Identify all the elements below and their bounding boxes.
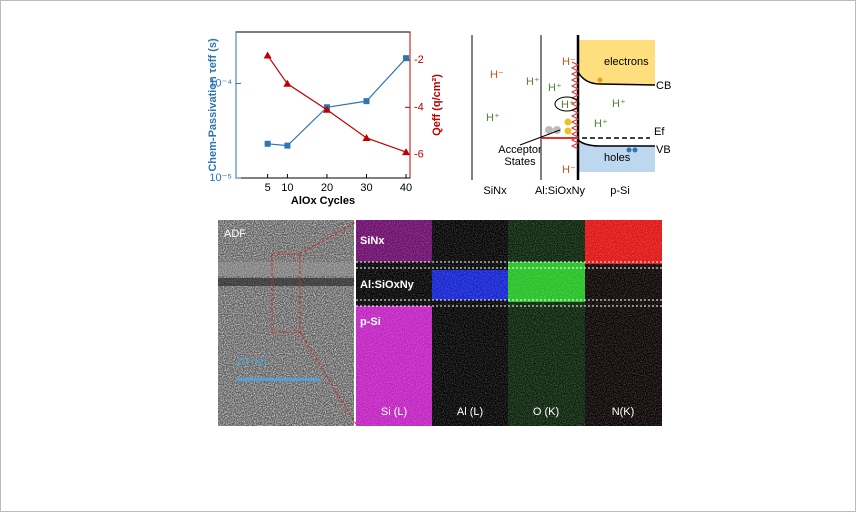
y2-tick-label: -6 [414, 148, 424, 160]
ion: H⁺ [548, 82, 562, 94]
map-noise [356, 220, 662, 426]
x-tick-label: 5 [265, 182, 271, 194]
chart: 5 10 20 30 40 10⁻⁵ 10⁻⁴ -2 -4 -6 AlOx Cycles Chem-P… [207, 31, 443, 207]
x-tick-label: 40 [400, 182, 412, 194]
region-label: Al:SiOxNy [535, 185, 586, 197]
marker [283, 79, 292, 87]
marker [322, 105, 331, 113]
x-tick-label: 10 [281, 182, 293, 194]
pointer [519, 129, 561, 146]
roi-link [299, 221, 357, 255]
label: VB [656, 144, 671, 156]
y-tick-label: 10⁻⁴ [209, 77, 232, 89]
marker [402, 148, 411, 156]
label: CB [656, 80, 671, 92]
marker [284, 142, 291, 149]
layer-lines [356, 261, 662, 307]
band-diagram: H⁻ H⁺ H⁺ H⁺ H⁻ H⁺ H⁺ H⁺ H⁻ electrons CB … [471, 35, 671, 197]
channel-label: Si (L) [381, 406, 407, 418]
channel-label: N(K) [612, 406, 635, 418]
electron [564, 127, 572, 135]
ion: H⁺ [561, 99, 575, 111]
adf-layer [218, 262, 354, 276]
layer-label: Al:SiOxNy [360, 279, 415, 291]
highlight [554, 96, 580, 112]
marker [263, 51, 272, 59]
adf-noise [218, 220, 354, 426]
y2-tick-label: -2 [414, 54, 424, 66]
y-tick-label: 10⁻⁵ [209, 172, 232, 184]
adf-label: ADF [224, 228, 246, 240]
label: holes [604, 152, 631, 164]
state [545, 126, 553, 134]
ion: H⁺ [612, 98, 626, 110]
vb-edge [577, 139, 655, 147]
electron [597, 77, 603, 83]
scale-bar [236, 378, 320, 381]
charge [570, 61, 580, 150]
label: Ef [654, 126, 665, 138]
y-axis-label: Chem-Passivation τeff (s) [207, 38, 219, 172]
hole [632, 147, 638, 153]
ion: H⁺ [594, 118, 608, 130]
scale-label: 20 nm [236, 356, 267, 368]
label: electrons [604, 56, 649, 68]
electron [564, 118, 572, 126]
marker [403, 55, 410, 62]
layer-label: p-Si [360, 316, 381, 328]
ion: H⁺ [486, 112, 500, 124]
cb-fill [578, 40, 655, 85]
y2-tick-label: -4 [414, 101, 424, 113]
roi-link [299, 331, 357, 425]
x-axis-label: AlOx Cycles [291, 195, 355, 207]
region-label: SiNx [483, 185, 507, 197]
roi [271, 253, 301, 333]
ion: H⁻ [490, 69, 504, 81]
layer-label: SiNx [360, 235, 385, 247]
x-tick-label: 30 [360, 182, 372, 194]
label: States [504, 156, 536, 168]
cb-edge [577, 71, 656, 86]
eds-panel: ADF 20 nm SiNx Al:SiOxNy p-Si Si (L) Al … [218, 220, 662, 426]
channel-label: Al (L) [457, 406, 483, 418]
marker [264, 140, 271, 147]
region-label: p-Si [610, 185, 630, 197]
adf-layer [218, 278, 354, 286]
y2-axis-label: Qeff (q/cm²) [431, 74, 443, 136]
marker [362, 133, 371, 141]
label: Acceptor [498, 144, 542, 156]
ion: H⁺ [526, 76, 540, 88]
ion: H⁻ [562, 164, 576, 176]
ion: H⁻ [562, 56, 576, 68]
marker [363, 98, 370, 105]
x-tick-label: 20 [321, 182, 333, 194]
hole [626, 147, 632, 153]
channel-label: O (K) [533, 406, 559, 418]
